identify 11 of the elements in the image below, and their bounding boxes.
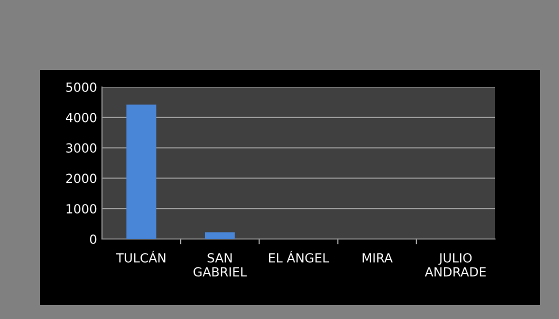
x-tick-label: TULCÁN bbox=[116, 250, 166, 263]
x-tick-label: JULIO ANDRADE bbox=[424, 253, 486, 276]
y-tick-label: 1000 bbox=[66, 204, 96, 214]
y-tick-label: 2000 bbox=[66, 174, 96, 184]
y-tick-label: 5000 bbox=[66, 82, 96, 92]
x-tick-label: MIRA bbox=[362, 253, 393, 262]
x-tick-label: SAN GABRIEL bbox=[194, 253, 247, 277]
y-tick-label: 0 bbox=[90, 234, 96, 244]
y-tick-label: 4000 bbox=[66, 112, 96, 122]
x-tick-label: EL ÁNGEL bbox=[269, 250, 330, 263]
y-tick-label: 3000 bbox=[66, 143, 96, 153]
